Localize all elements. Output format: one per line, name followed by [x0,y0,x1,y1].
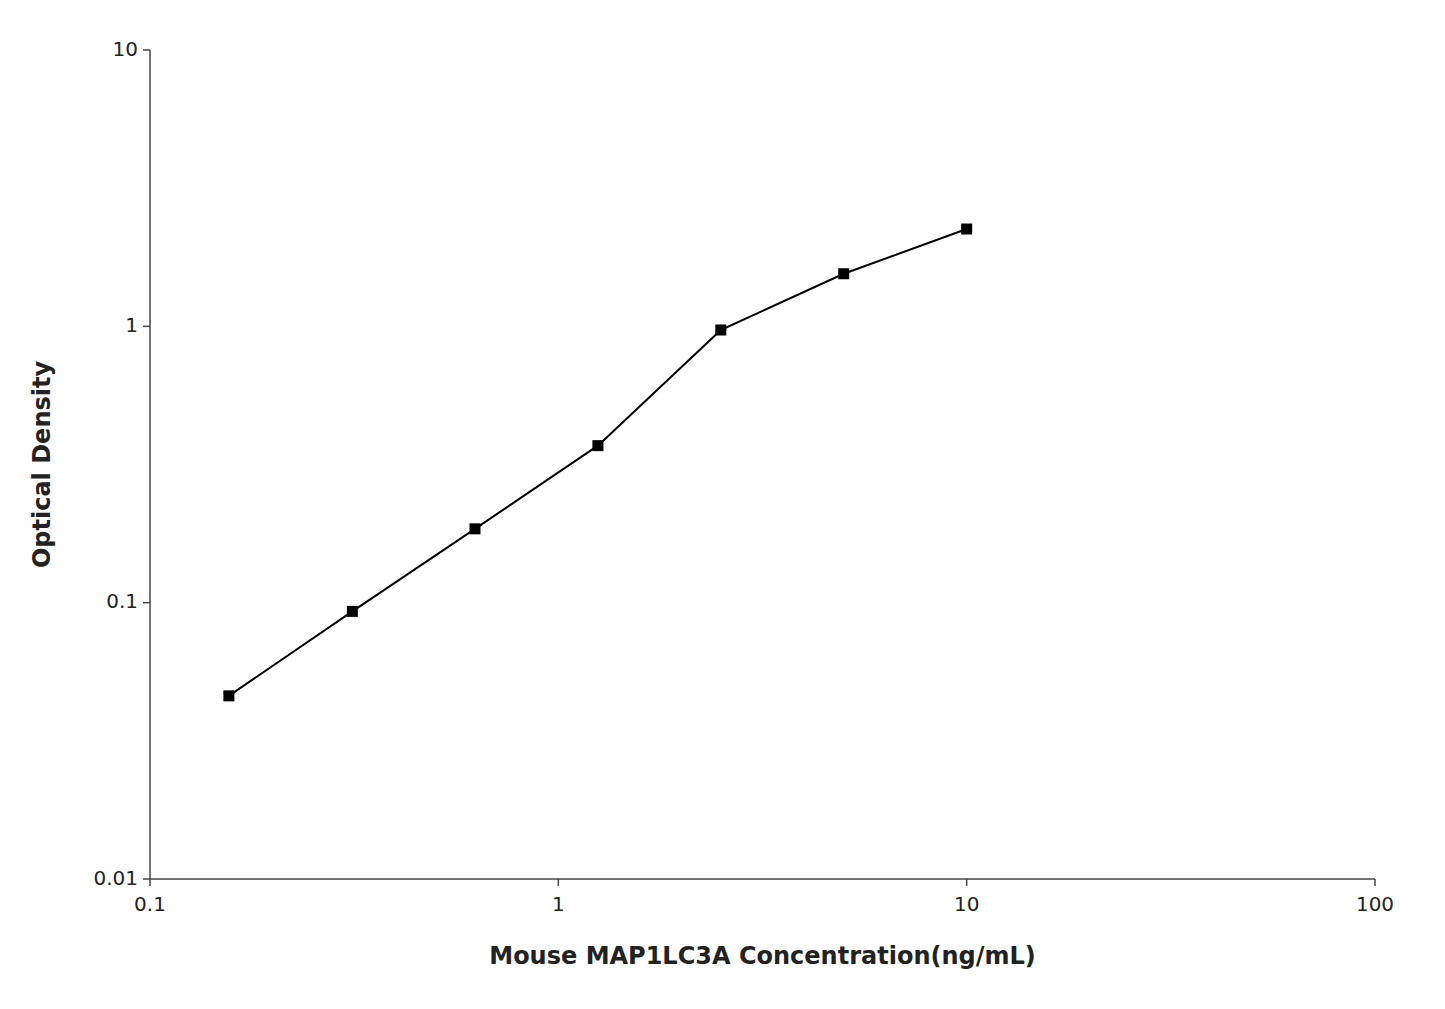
data-marker [223,690,234,701]
x-tick-label: 0.1 [134,892,166,916]
y-tick [143,878,150,880]
y-tick [143,49,150,51]
data-marker [347,606,358,617]
y-tick-label: 0.01 [93,866,138,890]
y-tick [143,602,150,604]
x-tick [149,879,151,886]
y-axis-line [149,50,151,879]
data-marker [469,523,480,534]
x-axis-line [150,878,1375,880]
data-marker [592,440,603,451]
y-tick-label: 10 [113,37,138,61]
y-tick-label: 1 [125,313,138,337]
x-tick [558,879,560,886]
data-marker [838,268,849,279]
x-tick-label: 10 [954,892,979,916]
x-tick-label: 100 [1356,892,1394,916]
x-tick [966,879,968,886]
y-axis-label: Optical Density [28,361,56,569]
y-tick-label: 0.1 [106,589,138,613]
data-marker [961,224,972,235]
data-line [229,229,967,696]
chart-container: 0.11101000.010.1110Mouse MAP1LC3A Concen… [0,0,1445,1009]
x-tick-label: 1 [552,892,565,916]
chart-svg: 0.11101000.010.1110Mouse MAP1LC3A Concen… [0,0,1445,1009]
plot-area [223,224,972,702]
y-tick [143,326,150,328]
x-tick [1374,879,1376,886]
data-marker [715,324,726,335]
x-axis-label: Mouse MAP1LC3A Concentration(ng/mL) [489,942,1035,970]
